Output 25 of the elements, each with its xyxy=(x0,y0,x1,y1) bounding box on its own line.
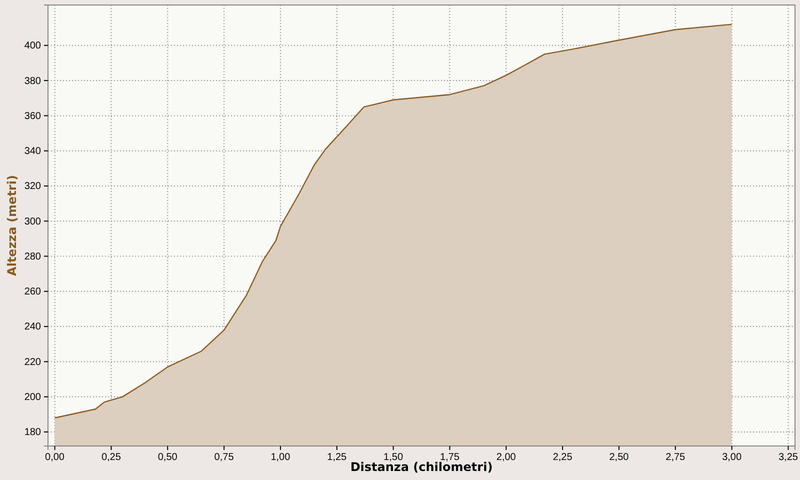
y-tick-label: 240 xyxy=(24,322,42,333)
y-tick-label: 260 xyxy=(24,286,42,298)
x-tick-label: 3,00 xyxy=(722,452,742,464)
y-tick-label: 220 xyxy=(24,356,42,368)
y-tick-label: 320 xyxy=(24,181,42,192)
y-tick-label: 300 xyxy=(24,216,42,228)
y-tick-label: 400 xyxy=(24,40,42,52)
y-tick-label: 200 xyxy=(24,392,42,404)
y-tick-label: 340 xyxy=(24,146,42,158)
y-tick-label: 360 xyxy=(24,110,42,122)
y-axis-title: Altezza (metri) xyxy=(5,175,19,276)
x-tick-label: 2,25 xyxy=(552,452,573,464)
y-tick-label: 180 xyxy=(24,427,42,438)
x-tick-label: 3,25 xyxy=(778,452,798,464)
x-tick-label: 2,50 xyxy=(609,452,630,464)
x-tick-label: 0,25 xyxy=(101,452,122,464)
y-tick-label: 380 xyxy=(24,76,42,87)
x-tick-label: 1,25 xyxy=(327,452,348,464)
x-tick-label: 0,00 xyxy=(45,452,65,464)
x-tick-label: 2,00 xyxy=(496,452,516,464)
y-tick-label: 280 xyxy=(24,251,42,262)
x-tick-label: 2,75 xyxy=(666,452,686,464)
x-tick-label: 1,00 xyxy=(270,452,291,464)
x-tick-label: 0,50 xyxy=(158,452,178,464)
x-tick-label: 0,75 xyxy=(214,452,234,464)
